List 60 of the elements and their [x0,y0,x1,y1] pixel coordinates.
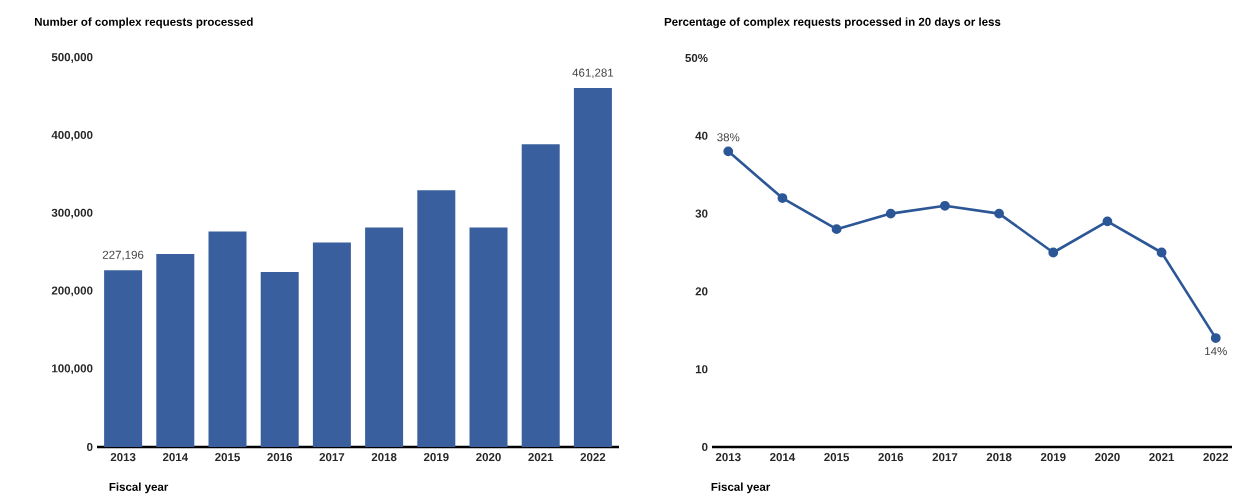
x-tick-label: 2019 [1040,453,1066,462]
bar [104,270,143,447]
point [940,200,950,211]
y-tick-label: 200,000 [51,286,93,297]
bar [469,227,508,447]
point [831,224,842,235]
data-label: 14% [1205,347,1227,356]
bar [312,242,351,447]
x-axis-title: Fiscal year [711,482,771,494]
y-tick-label: 50% [685,53,708,63]
x-tick-label: 2020 [476,453,501,462]
data-label: 461,281 [572,68,614,79]
y-tick-label: 40 [695,131,708,140]
point [1102,216,1113,227]
point [1210,333,1221,343]
x-tick-label: 2021 [528,453,554,462]
point [777,193,788,203]
bar [260,271,299,447]
x-tick-label: 2022 [580,453,606,462]
x-tick-label: 2021 [1149,453,1175,462]
data-label: 227,196 [102,250,144,261]
bar [156,254,195,447]
x-tick-label: 2015 [215,453,240,462]
y-tick-label: 30 [695,209,708,218]
x-tick-label: 2014 [162,453,189,462]
x-tick-label: 2017 [319,453,345,462]
y-tick-label: 0 [87,442,93,452]
x-tick-label: 2016 [878,453,904,462]
x-tick-label: 2013 [110,453,136,462]
chart-title: Number of complex requests processed [34,17,253,29]
point [885,208,896,219]
x-tick-label: 2018 [371,453,397,462]
y-tick-label: 10 [695,365,708,374]
bar [365,227,404,447]
point [1156,247,1167,258]
y-tick-label: 100,000 [52,364,93,375]
y-tick-label: 0 [702,442,708,452]
x-tick-label: 2017 [932,453,958,462]
y-tick-label: 400,000 [51,130,93,141]
x-tick-label: 2018 [986,453,1012,462]
y-tick-label: 500,000 [51,53,93,63]
x-tick-label: 2016 [267,453,293,462]
chart-title: Percentage of complex requests processed in 20 days or less [664,17,1001,29]
x-tick-label: 2015 [824,453,850,462]
point [1048,247,1059,258]
x-axis-title: Fiscal year [109,482,169,494]
x-tick-label: 2019 [423,453,449,462]
bar [573,88,612,447]
bar [208,231,247,447]
y-tick-label: 300,000 [51,208,93,219]
x-tick-label: 2014 [770,453,796,462]
x-tick-label: 2020 [1095,453,1120,462]
point [994,208,1004,219]
data-label: 38% [717,133,740,142]
bar [417,190,456,447]
point [723,146,734,157]
x-tick-label: 2013 [715,453,741,462]
y-tick-label: 20 [695,287,708,296]
x-tick-label: 2022 [1203,453,1229,462]
bar [521,144,560,447]
